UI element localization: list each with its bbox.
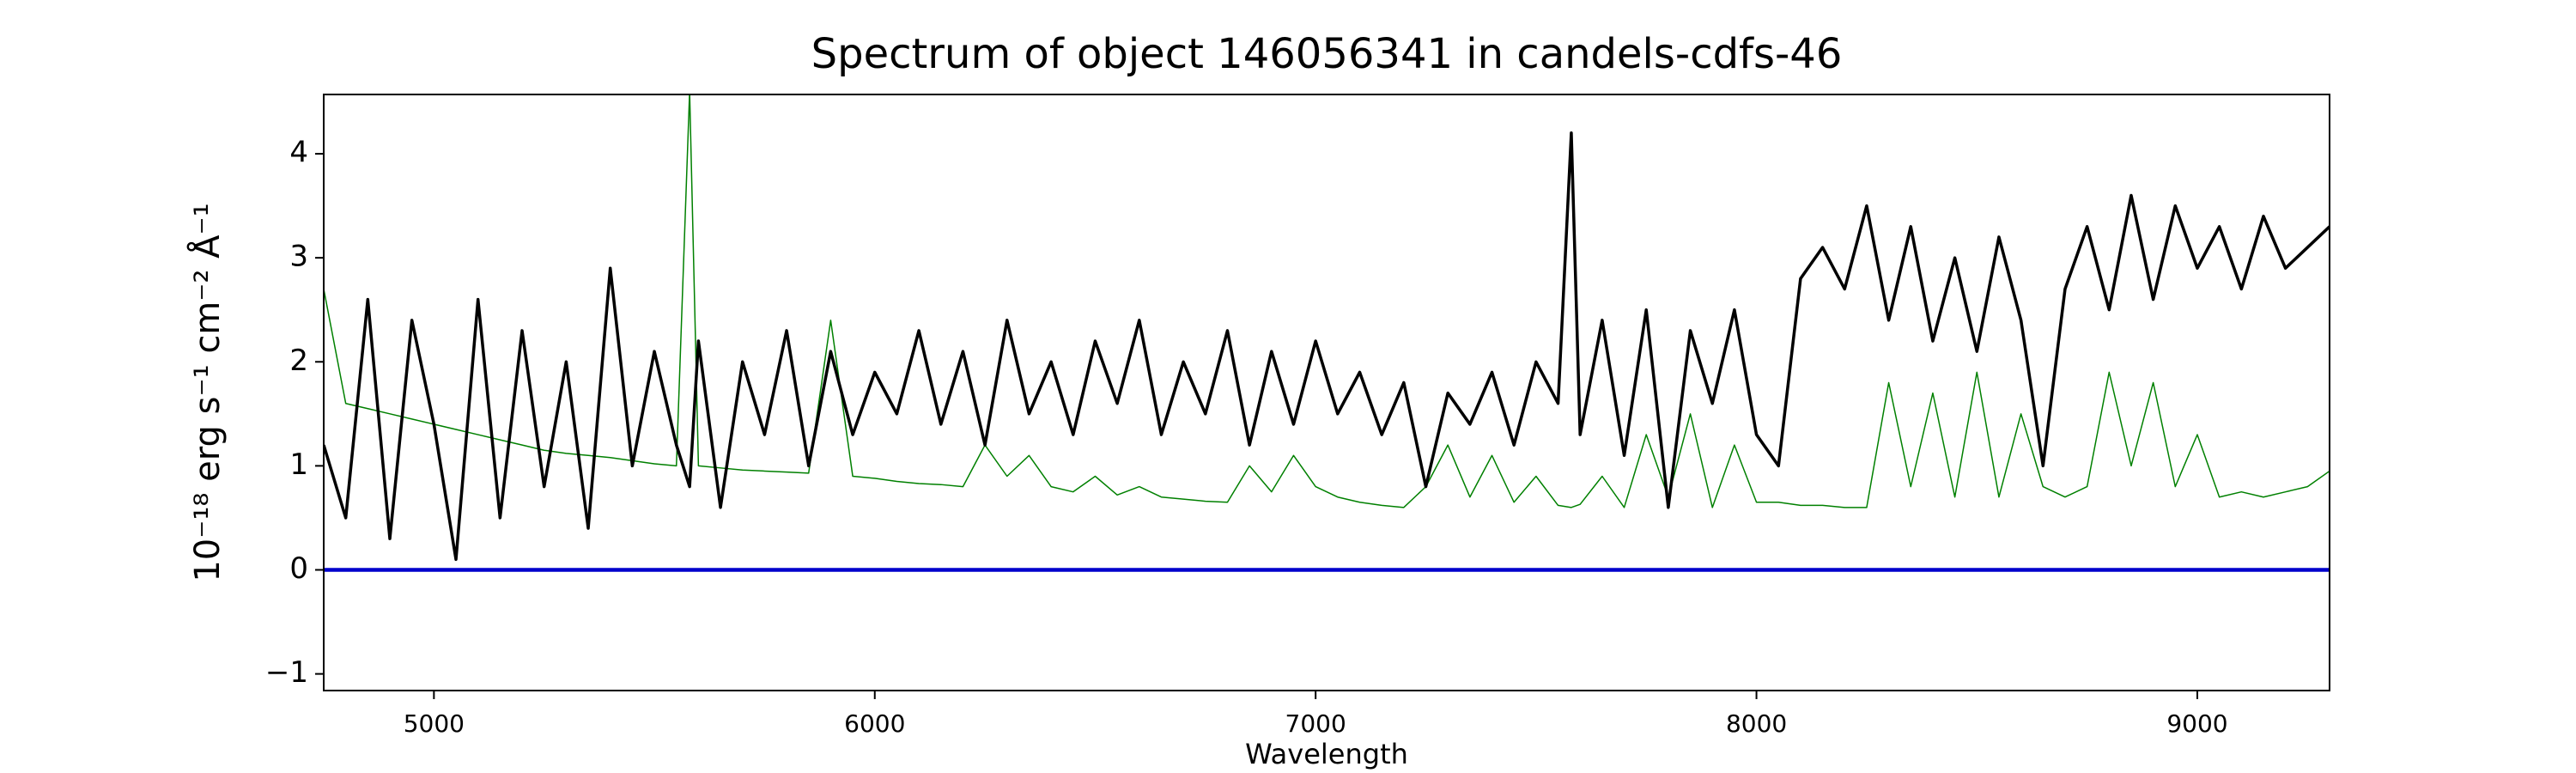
y-tick-label: 2 (289, 344, 308, 378)
x-tick-label: 7000 (1285, 709, 1346, 738)
y-axis-label: 10⁻¹⁸ erg s⁻¹ cm⁻² Å⁻¹ (186, 203, 228, 581)
x-tick-label: 8000 (1726, 709, 1787, 738)
chart-title: Spectrum of object 146056341 in candels-… (811, 30, 1843, 78)
y-tick-label: 4 (289, 136, 308, 170)
y-tick-label: −1 (265, 655, 308, 690)
y-tick-label: 0 (289, 551, 308, 586)
x-tick-label: 5000 (404, 709, 465, 738)
plot-area (324, 94, 2330, 572)
series-line (324, 131, 2330, 562)
axes-frame (323, 94, 2330, 691)
y-tick-label: 1 (289, 447, 308, 482)
x-tick-label: 9000 (2166, 709, 2227, 738)
y-tick-label: 3 (289, 240, 308, 274)
x-tick-label: 6000 (844, 709, 905, 738)
series-line (324, 94, 2330, 508)
x-axis-label: Wavelength (1245, 738, 1408, 770)
